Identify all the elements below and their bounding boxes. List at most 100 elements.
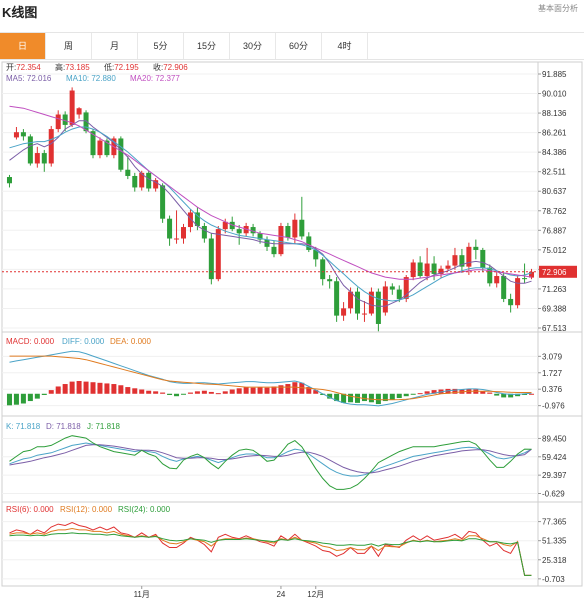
macd-histogram-bar	[13, 393, 19, 405]
price-tick-label: 91.885	[542, 70, 567, 79]
macd-histogram-bar	[368, 393, 374, 403]
candle-body	[382, 286, 388, 313]
macd-histogram-bar	[146, 390, 152, 394]
macd-histogram-bar	[153, 391, 159, 394]
candle-body	[257, 233, 263, 240]
candle-body	[361, 313, 367, 315]
candle-body	[487, 267, 493, 284]
candle-body	[459, 255, 465, 267]
candle-body	[90, 131, 96, 156]
candle-body	[410, 262, 416, 278]
candle-body	[452, 255, 458, 266]
candle-body	[494, 276, 500, 284]
dea-legend: DEA: 0.000	[110, 337, 151, 346]
fundamental-analysis-link[interactable]: 基本面分析	[538, 4, 578, 13]
macd-histogram-bar	[501, 393, 507, 398]
macd-histogram-bar	[90, 382, 96, 394]
candle-body	[153, 180, 159, 189]
kdj-tick-label: 29.397	[542, 471, 567, 480]
candle-body	[375, 291, 381, 324]
macd-histogram-bar	[229, 389, 235, 394]
macd-histogram-bar	[160, 392, 166, 394]
macd-histogram-bar	[278, 385, 284, 394]
macd-histogram-bar	[292, 382, 298, 394]
macd-histogram-bar	[139, 389, 145, 394]
macd-histogram-bar	[6, 393, 12, 406]
tab-0[interactable]: 日	[0, 33, 46, 59]
macd-histogram-bar	[48, 390, 54, 394]
period-tabs: 日周月 5分 15分 30分 60分 4时	[0, 32, 584, 60]
candle-body	[20, 132, 26, 137]
macd-histogram-bar	[174, 393, 180, 397]
macd-histogram-bar	[201, 390, 207, 394]
macd-histogram-bar	[125, 387, 131, 394]
ma20-line	[9, 105, 532, 280]
tab-2[interactable]: 月	[92, 33, 138, 59]
macd-histogram-bar	[34, 393, 40, 399]
high-price-label: 高:73.185	[55, 62, 90, 72]
rsi12-line	[9, 527, 532, 576]
candle-body	[27, 136, 33, 164]
candle-body	[522, 278, 528, 280]
macd-histogram-bar	[27, 393, 33, 402]
macd-histogram-bar	[396, 393, 402, 399]
candle-body	[139, 172, 145, 188]
candle-body	[236, 229, 242, 234]
candle-body	[271, 246, 277, 255]
candle-body	[341, 308, 347, 316]
price-tick-label: 88.136	[542, 109, 567, 118]
macd-histogram-bar	[194, 391, 200, 394]
rsi-tick-label: 25.318	[542, 556, 567, 565]
candle-body	[313, 249, 319, 260]
tab-4[interactable]: 15分	[184, 33, 230, 59]
candle-body	[480, 249, 486, 268]
candle-body	[41, 153, 47, 164]
candle-body	[34, 153, 40, 164]
candle-body	[215, 229, 221, 280]
rsi-tick-label: -0.703	[542, 575, 565, 584]
macd-histogram-bar	[111, 384, 117, 394]
price-tick-label: 76.887	[542, 226, 567, 235]
candle-body	[76, 108, 82, 115]
ma10-legend: MA10: 72.880	[66, 74, 116, 83]
tab-1[interactable]: 周	[46, 33, 92, 59]
candle-body	[167, 218, 173, 239]
tab-3[interactable]: 5分	[138, 33, 184, 59]
j-legend: J: 71.818	[87, 422, 120, 431]
panel-frame-rsi	[1, 501, 583, 587]
macd-histogram-bar	[69, 381, 75, 394]
candle-body	[529, 271, 535, 278]
chart-marks: 91.885 90.010 88.136 86.261 84.386 82.511 80.6…	[2, 70, 577, 599]
macd-histogram-bar	[375, 393, 381, 405]
candle-body	[466, 246, 472, 267]
candle-body	[438, 268, 444, 274]
macd-histogram-bar	[452, 388, 458, 394]
tab-6[interactable]: 60分	[276, 33, 322, 59]
candle-body	[222, 221, 228, 230]
macd-tick-label: 0.376	[542, 385, 563, 394]
tab-5[interactable]: 30分	[230, 33, 276, 59]
kdj-k-line	[9, 442, 532, 477]
x-axis-label: 24	[276, 590, 285, 599]
price-tick-label: 84.386	[542, 148, 567, 157]
candle-body	[285, 226, 291, 238]
candle-body	[55, 114, 61, 130]
price-tick-label: 80.637	[542, 187, 567, 196]
macd-histogram-bar	[445, 388, 451, 394]
macd-histogram-bar	[480, 391, 486, 394]
panel-frame-main	[1, 61, 583, 333]
macd-histogram-bar	[515, 393, 521, 397]
candle-body	[146, 172, 152, 189]
candle-body	[417, 262, 423, 277]
candle-body	[194, 212, 200, 227]
ma5-line	[9, 120, 532, 307]
tab-7[interactable]: 4时	[322, 33, 368, 59]
candle-body	[501, 276, 507, 299]
kdj-tick-label: 59.424	[542, 453, 567, 462]
macd-histogram-bar	[522, 393, 528, 395]
macd-histogram-bar	[20, 393, 26, 404]
kdj-j-line	[9, 435, 532, 490]
candle-body	[180, 227, 186, 239]
macd-tick-label: 3.079	[542, 352, 563, 361]
low-price-label: 低:72.195	[104, 62, 139, 72]
